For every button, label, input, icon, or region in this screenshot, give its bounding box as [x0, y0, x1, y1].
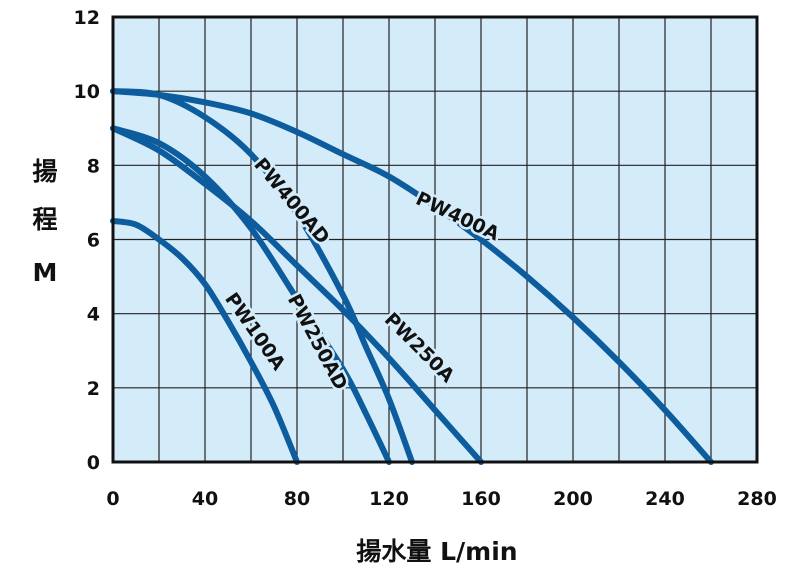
series-line-pw250ad	[110, 125, 392, 465]
y-axis-title-1: 揚	[32, 157, 57, 186]
x-tick-label: 80	[284, 488, 310, 510]
y-tick-label: 8	[87, 155, 100, 177]
y-tick-labels: 0 2 4 6 8 10 12	[74, 7, 100, 474]
y-tick-label: 12	[74, 7, 100, 29]
x-tick-labels: 0 40 80 120 160 200 240 280	[106, 488, 776, 510]
x-tick-label: 240	[645, 488, 685, 510]
y-tick-label: 4	[87, 304, 100, 326]
y-tick-label: 2	[87, 378, 100, 400]
x-axis-title: 揚水量 L/min	[356, 537, 517, 566]
x-tick-label: 160	[461, 488, 501, 510]
x-tick-label: 120	[369, 488, 409, 510]
x-tick-label: 200	[553, 488, 593, 510]
y-axis-title-2: 程	[32, 205, 57, 234]
y-tick-label: 0	[87, 452, 100, 474]
series-line-pw400ad	[110, 88, 415, 465]
grid	[113, 17, 757, 462]
y-tick-label: 6	[87, 230, 100, 252]
x-tick-label: 40	[192, 488, 218, 510]
series-line-pw250a	[110, 125, 484, 465]
series-lines	[110, 88, 714, 465]
series-line-pw100a	[110, 217, 300, 465]
x-tick-label: 280	[737, 488, 777, 510]
x-tick-label: 0	[106, 488, 119, 510]
series-line-pw400a	[110, 88, 714, 465]
y-tick-label: 10	[74, 81, 100, 103]
plot-frame	[111, 15, 759, 464]
y-axis-title-3: M	[33, 258, 58, 287]
